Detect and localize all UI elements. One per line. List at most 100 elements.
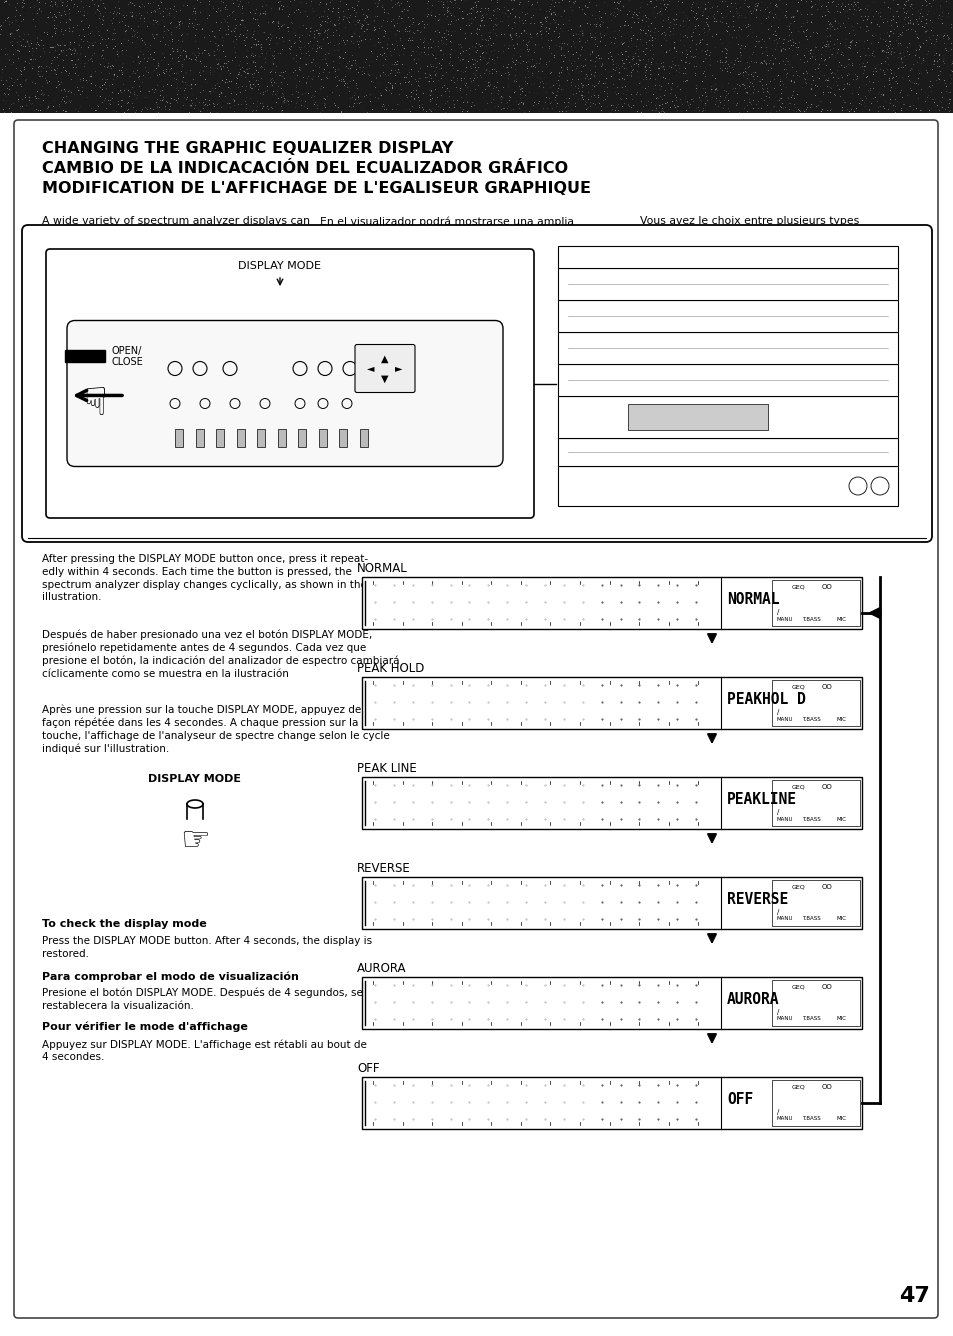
Bar [174,429,183,446]
Bar [361,977,862,1029]
Bar [771,981,859,1026]
Text: /: / [776,1009,779,1015]
Text: OPEN/
CLOSE: OPEN/ CLOSE [111,346,143,367]
Text: GEQ: GEQ [791,684,805,689]
Text: MANU: MANU [776,616,793,621]
Text: PEAKHOL D: PEAKHOL D [726,692,805,707]
Bar [558,301,897,333]
Text: /: / [776,810,779,815]
Bar [361,577,862,629]
Text: Presione el botón DISPLAY MODE. Después de 4 segundos, se
restablecera la visual: Presione el botón DISPLAY MODE. Después … [42,989,362,1011]
Text: ◄: ◄ [367,363,375,374]
Text: MIC: MIC [836,716,846,721]
Text: Después de haber presionado una vez el botón DISPLAY MODE,
presiónelo repetidame: Después de haber presionado una vez el b… [42,629,399,679]
Text: MANU: MANU [776,816,793,822]
Text: PEAKLINE: PEAKLINE [726,791,796,807]
Bar [195,429,203,446]
Bar [0,0,953,114]
Text: Après une pression sur la touche DISPLAY MODE, appuyez de
façon répétée dans les: Après une pression sur la touche DISPLAY… [42,704,390,755]
Text: GEQ: GEQ [791,1085,805,1089]
Text: OO: OO [821,1083,832,1090]
Bar [627,403,767,430]
Bar [558,269,897,301]
Text: CAMBIO DE LA INDICACACIÓN DEL ECUALIZADOR GRÁFICO: CAMBIO DE LA INDICACACIÓN DEL ECUALIZADO… [42,162,568,176]
Bar [771,1079,859,1126]
Text: PEAK HOLD: PEAK HOLD [356,663,424,675]
FancyBboxPatch shape [46,248,534,518]
Text: ▼: ▼ [381,374,388,383]
Text: T.BASS: T.BASS [801,816,820,822]
Text: MIC: MIC [836,616,846,621]
Text: MANU: MANU [776,916,793,922]
Text: OFF: OFF [726,1092,753,1106]
Text: REVERSE: REVERSE [356,862,411,875]
Bar [257,429,265,446]
Text: OO: OO [821,985,832,990]
Text: GEQ: GEQ [791,784,805,790]
Text: MANU: MANU [776,1117,793,1121]
FancyBboxPatch shape [355,345,415,393]
Text: To check the display mode: To check the display mode [42,919,207,929]
Text: NORMAL: NORMAL [356,562,407,574]
Text: En el visualizador podrá mostrarse una amplia
variedad de indicaciones del anali: En el visualizador podrá mostrarse una a… [319,216,574,253]
Text: GEQ: GEQ [791,985,805,990]
Text: T.BASS: T.BASS [801,916,820,922]
Text: ►: ► [395,363,402,374]
Text: Para comprobar el modo de visualización: Para comprobar el modo de visualización [42,971,298,982]
Ellipse shape [187,800,203,808]
Text: T.BASS: T.BASS [801,716,820,721]
Bar [339,429,347,446]
Text: AURORA: AURORA [356,962,406,975]
Text: A wide variety of spectrum analyzer displays can
be shown in the display window.: A wide variety of spectrum analyzer disp… [42,216,310,239]
Text: DISPLAY MODE: DISPLAY MODE [238,261,321,271]
Bar [771,780,859,826]
Text: OFF: OFF [356,1062,379,1075]
Text: OO: OO [821,684,832,689]
Bar [65,350,105,362]
Text: AURORA: AURORA [726,991,779,1006]
Bar [558,438,897,466]
Text: NORMAL: NORMAL [726,592,779,607]
Bar [558,333,897,363]
Text: REVERSE: REVERSE [726,891,787,907]
Text: MANU: MANU [776,716,793,721]
FancyBboxPatch shape [67,321,502,466]
Text: OO: OO [821,584,832,591]
Text: /: / [776,1109,779,1116]
Text: T.BASS: T.BASS [801,1117,820,1121]
Text: OO: OO [821,784,832,790]
Text: ☟: ☟ [83,386,107,424]
Text: DISPLAY MODE: DISPLAY MODE [149,774,241,784]
Bar [216,429,224,446]
Text: Pour vérifier le mode d'affichage: Pour vérifier le mode d'affichage [42,1022,248,1033]
Bar [236,429,244,446]
Text: MODIFICATION DE L'AFFICHAGE DE L'EGALISEUR GRAPHIQUE: MODIFICATION DE L'AFFICHAGE DE L'EGALISE… [42,180,590,196]
Text: MANU: MANU [776,1017,793,1022]
Bar [318,429,327,446]
Text: MIC: MIC [836,916,846,922]
Text: Press the DISPLAY MODE button. After 4 seconds, the display is
restored.: Press the DISPLAY MODE button. After 4 s… [42,937,372,959]
Text: MIC: MIC [836,1017,846,1022]
Text: MIC: MIC [836,816,846,822]
Text: /: / [776,609,779,615]
Bar [771,880,859,926]
Text: Appuyez sur DISPLAY MODE. L'affichage est rétabli au bout de
4 secondes.: Appuyez sur DISPLAY MODE. L'affichage es… [42,1039,367,1062]
Bar [298,429,306,446]
Bar [558,466,897,506]
FancyBboxPatch shape [22,224,931,542]
Text: ☞: ☞ [180,824,210,856]
Bar [771,680,859,725]
Bar [361,778,862,830]
Text: CHANGING THE GRAPHIC EQUALIZER DISPLAY: CHANGING THE GRAPHIC EQUALIZER DISPLAY [42,142,453,156]
Bar [361,677,862,729]
Text: GEQ: GEQ [791,884,805,890]
Text: T.BASS: T.BASS [801,616,820,621]
Text: Vous avez le choix entre plusieurs types
d'affichages de l'analyseur de spectre.: Vous avez le choix entre plusieurs types… [639,216,859,239]
Text: MIC: MIC [836,1117,846,1121]
Bar [558,395,897,438]
Bar [558,363,897,395]
Text: PEAK LINE: PEAK LINE [356,762,416,775]
Bar [359,429,368,446]
Bar [277,429,286,446]
Text: OO: OO [821,884,832,890]
